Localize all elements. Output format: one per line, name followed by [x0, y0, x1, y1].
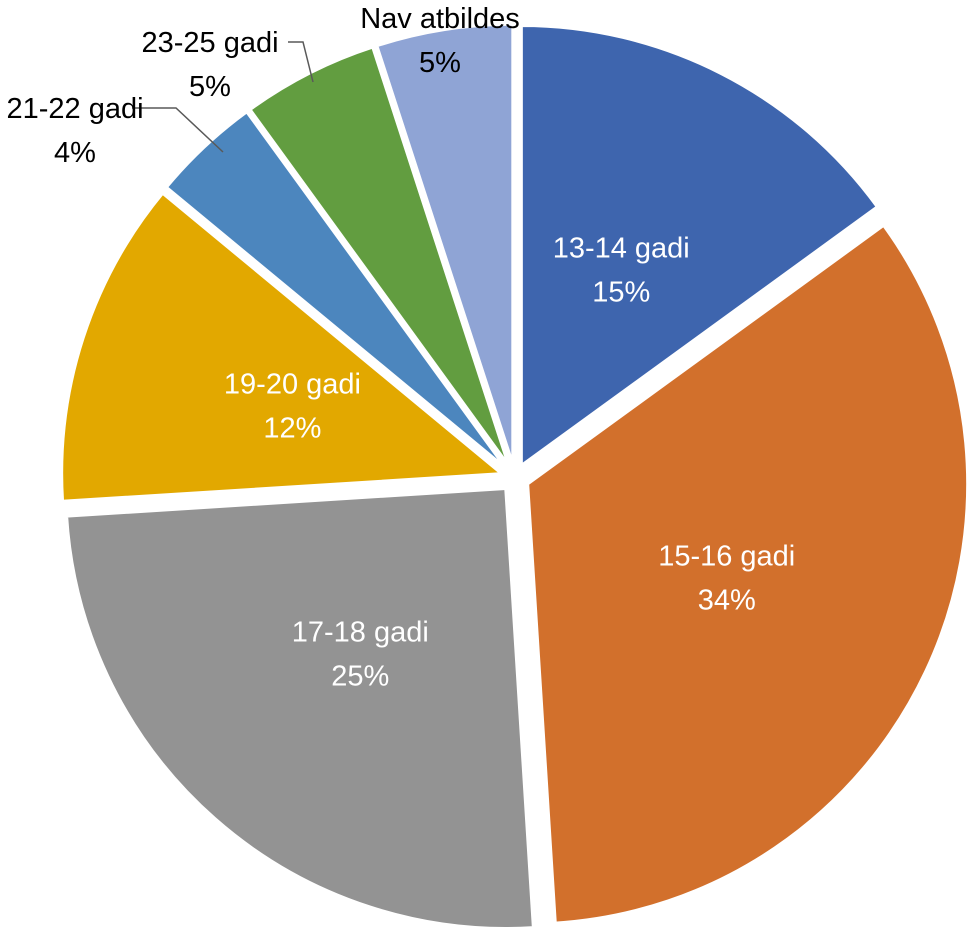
pie-slice-23-25-gadi — [247, 45, 511, 467]
pie-slice-21-22-gadi — [164, 109, 507, 469]
slice-value-label-23-25-gadi: 5% — [189, 71, 231, 103]
slice-category-label-15-16-gadi: 15-16 gadi — [658, 541, 795, 573]
pie-slice-13-14-gadi — [519, 24, 880, 469]
slice-value-label-15-16-gadi: 34% — [698, 585, 756, 617]
pie-slice-15-16-gadi — [526, 223, 970, 925]
leader-line-21-22-gadi — [132, 107, 224, 153]
pie-slice-nav-atbildes — [374, 22, 515, 465]
slice-value-label-17-18-gadi: 25% — [331, 661, 389, 693]
slice-value-label-21-22-gadi: 4% — [54, 137, 96, 169]
pie-slice-17-18-gadi — [65, 486, 535, 930]
slice-value-label-nav-atbildes: 5% — [419, 47, 461, 79]
slice-category-label-23-25-gadi: 23-25 gadi — [141, 27, 278, 59]
slice-category-label-nav-atbildes: Nav atbildes — [360, 3, 520, 35]
pie-slices — [60, 22, 970, 930]
leader-line-23-25-gadi — [288, 41, 314, 83]
slice-labels: 13-14 gadi 15% 15-16 gadi 34% 17-18 gadi 25% 1… — [6, 3, 795, 693]
slice-category-label-17-18-gadi: 17-18 gadi — [292, 617, 429, 649]
slice-category-label-13-14-gadi: 13-14 gadi — [553, 233, 690, 265]
slice-category-label-19-20-gadi: 19-20 gadi — [224, 369, 361, 401]
slice-value-label-19-20-gadi: 12% — [263, 413, 321, 445]
pie-slice-19-20-gadi — [60, 191, 506, 503]
slice-category-label-21-22-gadi: 21-22 gadi — [6, 93, 143, 125]
slice-value-label-13-14-gadi: 15% — [592, 277, 650, 309]
